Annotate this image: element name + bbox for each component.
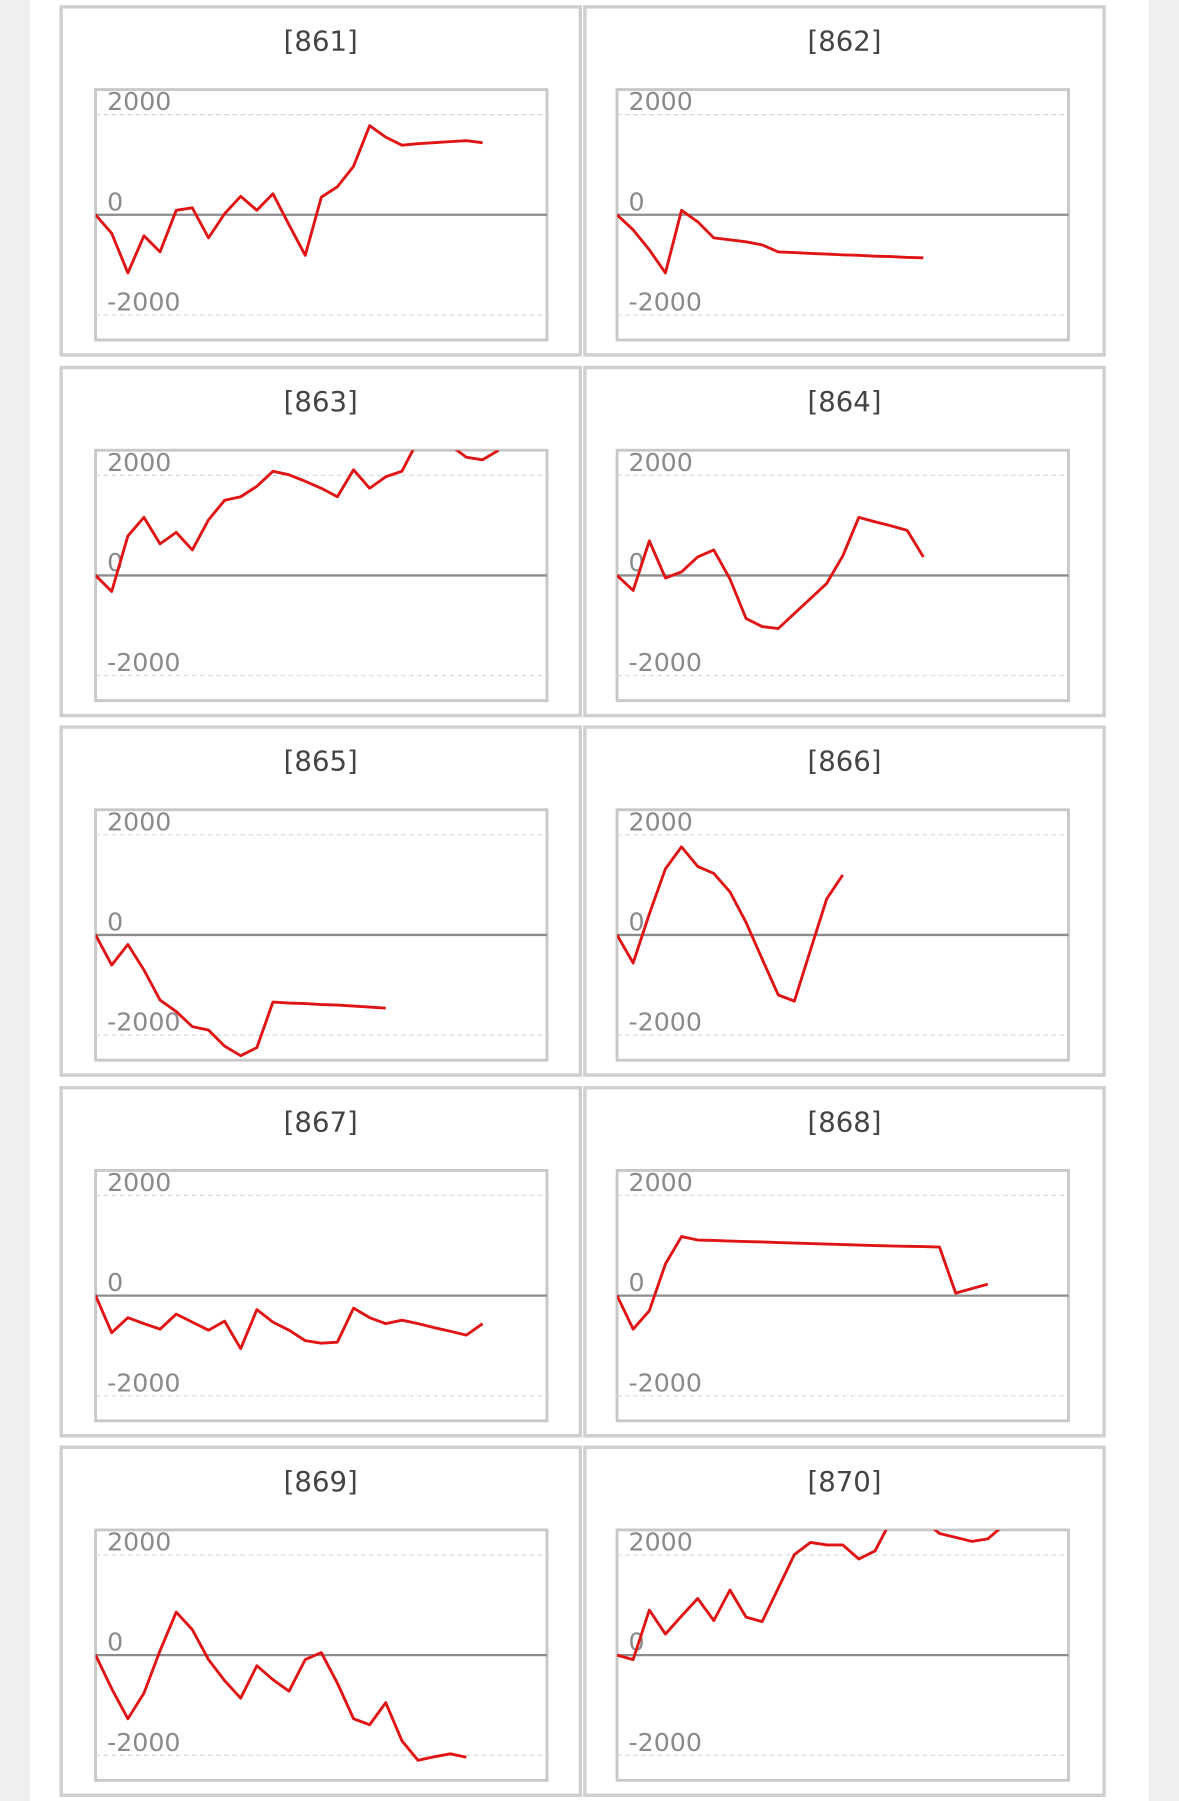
data-line [95, 1610, 467, 1762]
chart-panel: [861] -2000 0 2000 [59, 5, 583, 357]
y-tick-label: 2000 [629, 1527, 693, 1556]
y-tick-label: 0 [107, 1628, 123, 1657]
y-tick-label: -2000 [629, 287, 702, 316]
data-line [617, 1529, 1001, 1662]
chart-title: [862] [807, 25, 881, 57]
chart-panel: [868] -2000 0 2000 [583, 1085, 1106, 1438]
data-line [95, 934, 386, 1058]
chart-panel: [869] -2000 0 2000 [59, 1445, 583, 1797]
y-tick-label: 2000 [107, 87, 171, 116]
y-tick-label: -2000 [107, 1368, 180, 1397]
data-line [617, 845, 844, 1003]
chart-title: [866] [807, 746, 881, 778]
data-line [95, 1295, 484, 1351]
y-tick-label: 2000 [107, 448, 171, 477]
chart-panel: [866] -2000 0 2000 [583, 725, 1106, 1077]
y-tick-label: -2000 [629, 1008, 702, 1037]
y-tick-label: 2000 [629, 87, 693, 116]
chart-title: [870] [807, 1466, 881, 1498]
y-tick-label: -2000 [107, 648, 180, 677]
y-tick-label: 2000 [107, 1527, 171, 1556]
data-line [95, 450, 500, 593]
chart-title: [863] [284, 386, 358, 418]
y-tick-label: -2000 [629, 1368, 702, 1397]
chart-title: [867] [284, 1106, 358, 1138]
chart-panel: [862] -2000 0 2000 [583, 5, 1106, 357]
y-tick-label: -2000 [107, 1728, 180, 1757]
chart-title: [864] [807, 386, 881, 418]
y-tick-label: 2000 [629, 807, 693, 836]
chart-title: [865] [284, 746, 358, 778]
y-tick-label: 2000 [629, 1168, 693, 1197]
y-tick-label: -2000 [629, 1728, 702, 1757]
y-tick-label: 0 [629, 907, 645, 936]
data-line [617, 208, 924, 275]
chart-title: [869] [284, 1466, 358, 1498]
data-line [95, 124, 483, 275]
y-tick-label: -2000 [629, 648, 702, 677]
y-tick-label: 0 [107, 907, 123, 936]
chart-panel: [865] -2000 0 2000 [59, 725, 583, 1077]
y-tick-label: 2000 [629, 448, 693, 477]
y-tick-label: 2000 [107, 1168, 171, 1197]
y-tick-label: -2000 [107, 287, 180, 316]
chart-title: [868] [807, 1106, 881, 1138]
y-tick-label: 2000 [107, 807, 171, 836]
data-line [617, 1235, 989, 1331]
y-tick-label: 0 [629, 1268, 645, 1297]
y-tick-label: 0 [107, 1268, 123, 1297]
data-line [617, 515, 925, 630]
y-tick-label: 0 [629, 187, 645, 216]
chart-title: [861] [284, 25, 358, 57]
chart-panel: [867] -2000 0 2000 [59, 1085, 583, 1438]
y-tick-label: 0 [107, 187, 123, 216]
y-tick-label: -2000 [107, 1008, 180, 1037]
